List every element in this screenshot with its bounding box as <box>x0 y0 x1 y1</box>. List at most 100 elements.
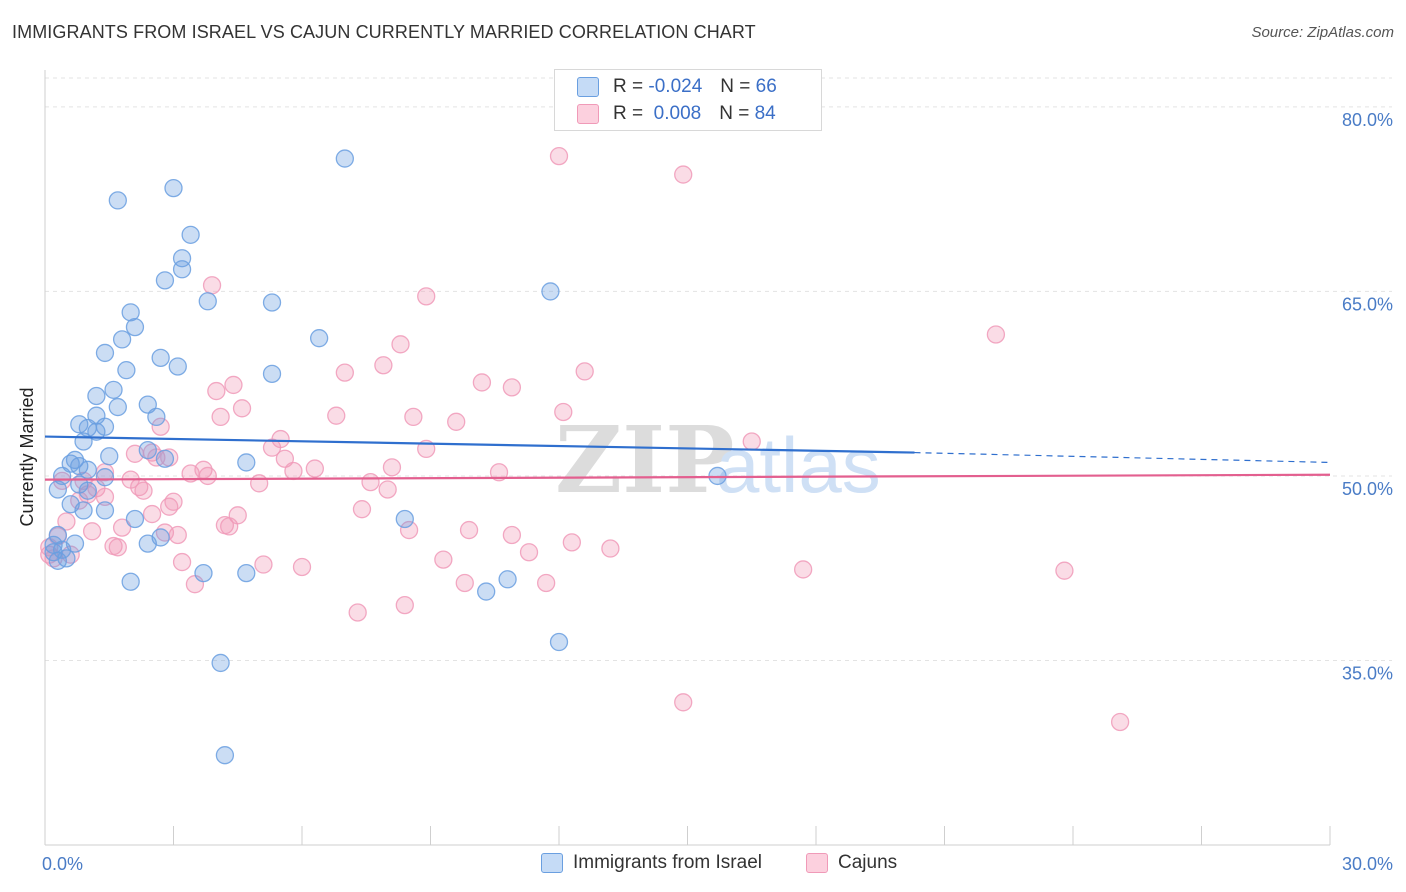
series-legend: Immigrants from Israel Cajuns <box>0 852 1406 878</box>
legend-swatch-israel <box>577 77 599 97</box>
correlation-legend: R = -0.024 N = 66 R = 0.008 N = 84 <box>554 69 822 131</box>
israel-point <box>262 293 282 312</box>
israel-point <box>151 348 170 368</box>
cajun-point <box>417 287 436 306</box>
cajun-point <box>554 402 573 422</box>
israel-point <box>138 440 157 460</box>
israel-point <box>117 361 136 380</box>
israel-point <box>164 178 183 198</box>
cajun-point <box>459 520 479 540</box>
cajun-point <box>674 693 693 712</box>
cajun-point <box>207 381 226 401</box>
cajun-point <box>254 555 273 574</box>
cajun-point <box>232 399 252 418</box>
cajun-point <box>250 474 269 493</box>
cajun-point <box>168 525 187 545</box>
israel-point <box>112 330 132 349</box>
israel-point <box>541 282 560 301</box>
cajun-point <box>335 363 354 382</box>
legend-n-label: N = <box>719 103 750 124</box>
israel-point <box>125 317 145 337</box>
israel-point <box>335 149 354 168</box>
israel-point <box>151 528 170 547</box>
israel-point <box>78 460 97 479</box>
series-immigrants-from-israel <box>44 149 727 765</box>
israel-point <box>95 417 115 436</box>
israel-point <box>121 572 140 591</box>
israel-point <box>57 549 76 568</box>
trend-line-cajuns <box>44 473 1331 481</box>
cajun-point <box>198 466 217 486</box>
israel-point <box>108 397 127 417</box>
israel-point <box>125 509 145 529</box>
cajun-point <box>575 362 594 381</box>
israel-point <box>237 563 256 583</box>
legend-n-value: 66 <box>755 76 777 97</box>
cajun-point <box>537 573 556 593</box>
cajun-point <box>57 512 76 531</box>
cajun-point <box>95 487 115 507</box>
israel-point <box>65 534 85 553</box>
y-tick-label: 50.0% <box>1342 479 1393 499</box>
israel-point <box>87 386 106 406</box>
cajun-point <box>327 406 346 425</box>
cajun-point <box>352 500 372 519</box>
legend-swatch-cajun <box>806 853 828 873</box>
cajun-point <box>794 560 813 579</box>
israel-point <box>95 343 115 363</box>
legend-swatch-cajun <box>577 104 599 124</box>
israel-point <box>477 582 496 601</box>
legend-row-israel: R = -0.024 N = 66 <box>577 75 777 99</box>
cajun-point <box>489 463 509 482</box>
cajun-point <box>348 603 367 622</box>
cajun-point <box>202 276 222 295</box>
israel-point <box>194 563 213 583</box>
legend-item-cajuns[interactable]: Cajuns <box>806 852 897 874</box>
cajun-point <box>1110 712 1130 732</box>
israel-point <box>181 225 200 244</box>
israel-point <box>95 468 115 487</box>
cajun-point <box>742 432 761 451</box>
legend-label-cajuns: Cajuns <box>838 852 898 873</box>
cajun-point <box>224 375 243 395</box>
israel-point <box>100 447 119 466</box>
axes <box>44 70 1331 846</box>
cajun-point <box>404 407 423 427</box>
y-tick-label: 65.0% <box>1342 294 1393 314</box>
cajun-point <box>519 543 539 562</box>
cajun-point <box>112 518 132 537</box>
cajun-point <box>142 504 162 524</box>
y-tick-labels: 35.0% 50.0% 65.0% 80.0% <box>1342 110 1393 684</box>
chart-source: Source: ZipAtlas.com <box>1251 24 1394 41</box>
cajun-point <box>447 412 466 431</box>
legend-r-value: 0.008 <box>648 103 702 124</box>
israel-point <box>198 292 217 311</box>
israel-point <box>74 501 93 520</box>
israel-point <box>48 480 67 499</box>
cajun-point <box>382 458 402 477</box>
israel-point <box>168 357 187 376</box>
cajun-point <box>374 356 393 375</box>
israel-point <box>155 449 175 468</box>
cajun-point <box>549 146 569 166</box>
y-tick-label: 35.0% <box>1342 663 1393 683</box>
cajun-point <box>399 520 419 540</box>
watermark-zip: ZIP <box>555 406 734 514</box>
cajun-point <box>108 538 127 557</box>
cajun-point <box>361 472 380 492</box>
legend-r-label: R = <box>613 103 644 124</box>
cajun-point <box>134 481 153 500</box>
legend-n-value: 84 <box>754 103 776 124</box>
series-cajuns <box>40 146 1130 732</box>
trend-line-israel <box>44 435 915 454</box>
chart-title: IMMIGRANTS FROM ISRAEL VS CAJUN CURRENTL… <box>12 22 756 42</box>
israel-point <box>211 653 230 673</box>
cajun-point <box>391 335 410 354</box>
legend-item-israel[interactable]: Immigrants from Israel <box>541 852 762 874</box>
cajun-point <box>434 550 453 569</box>
israel-point <box>262 364 282 383</box>
cajun-point <box>502 378 522 397</box>
israel-point <box>155 271 175 290</box>
israel-point <box>108 191 127 210</box>
